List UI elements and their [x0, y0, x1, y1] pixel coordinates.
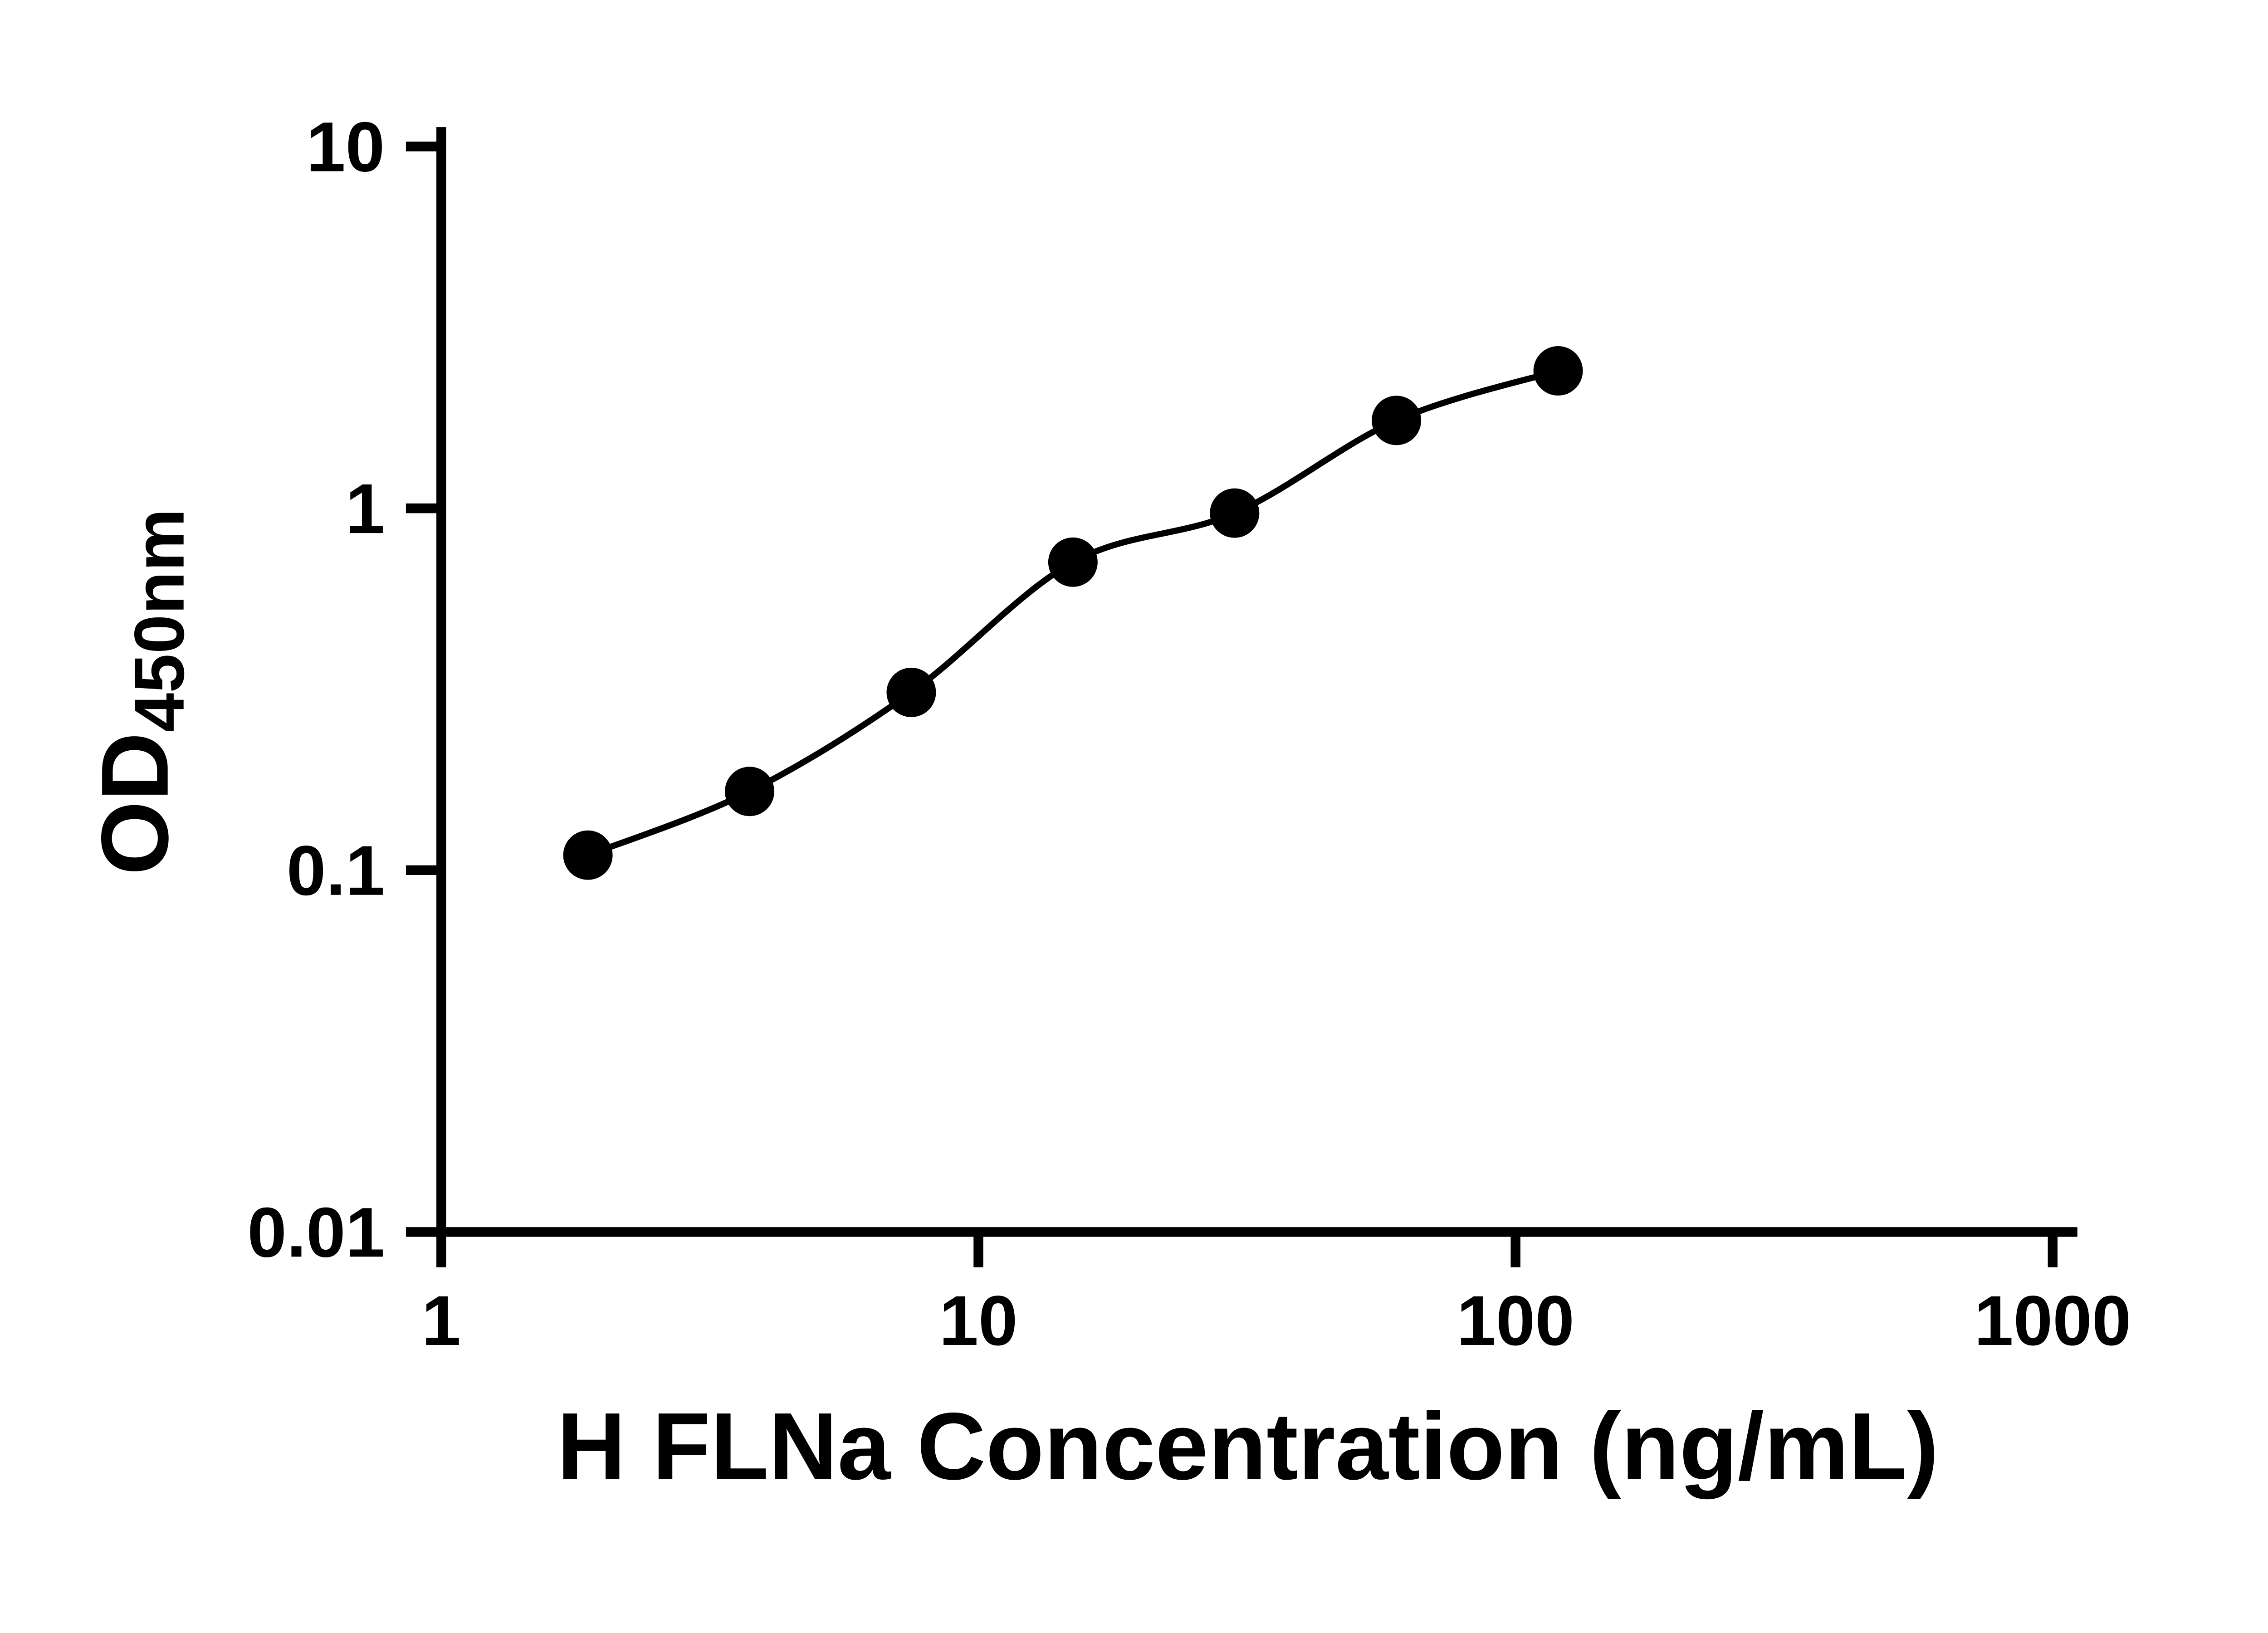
tick-marks: [406, 142, 2058, 1267]
chart-canvas: 0.01 0.1 1 10 1 10 100 1000 H FLNa Concentrati…: [81, 107, 2131, 1500]
x-tick-labels: 1 10 100 1000: [421, 1281, 2131, 1360]
y-axis-title-sub: 450nm: [120, 508, 199, 732]
y-tick-label: 10: [306, 107, 385, 186]
y-tick-label: 0.01: [247, 1193, 385, 1271]
data-point-marker: [886, 667, 936, 717]
x-axis-title: H FLNa Concentration (ng/mL): [557, 1393, 1939, 1500]
data-point-marker: [1048, 537, 1098, 587]
data-point-marker: [1533, 346, 1583, 396]
y-axis-title-main: OD: [82, 732, 188, 875]
data-points: [563, 346, 1583, 880]
x-tick-label: 100: [1457, 1281, 1574, 1360]
y-tick-labels: 0.01 0.1 1 10: [247, 107, 385, 1271]
x-tick-label: 1: [421, 1281, 461, 1360]
y-tick-label: 1: [346, 469, 385, 548]
data-point-marker: [1210, 488, 1260, 538]
data-point-marker: [725, 767, 775, 816]
data-point-marker: [1372, 396, 1422, 445]
axes: [436, 127, 2077, 1237]
x-tick-label: 1000: [1974, 1281, 2131, 1360]
svg-text:OD450nm: OD450nm: [82, 508, 199, 875]
y-tick-label: 0.1: [287, 831, 385, 910]
y-axis-title: OD450nm: [82, 508, 199, 875]
elisa-standard-curve-chart: 0.01 0.1 1 10 1 10 100 1000 H FLNa Concentrati…: [81, 107, 2131, 1500]
data-point-marker: [563, 830, 613, 880]
x-tick-label: 10: [939, 1281, 1017, 1360]
